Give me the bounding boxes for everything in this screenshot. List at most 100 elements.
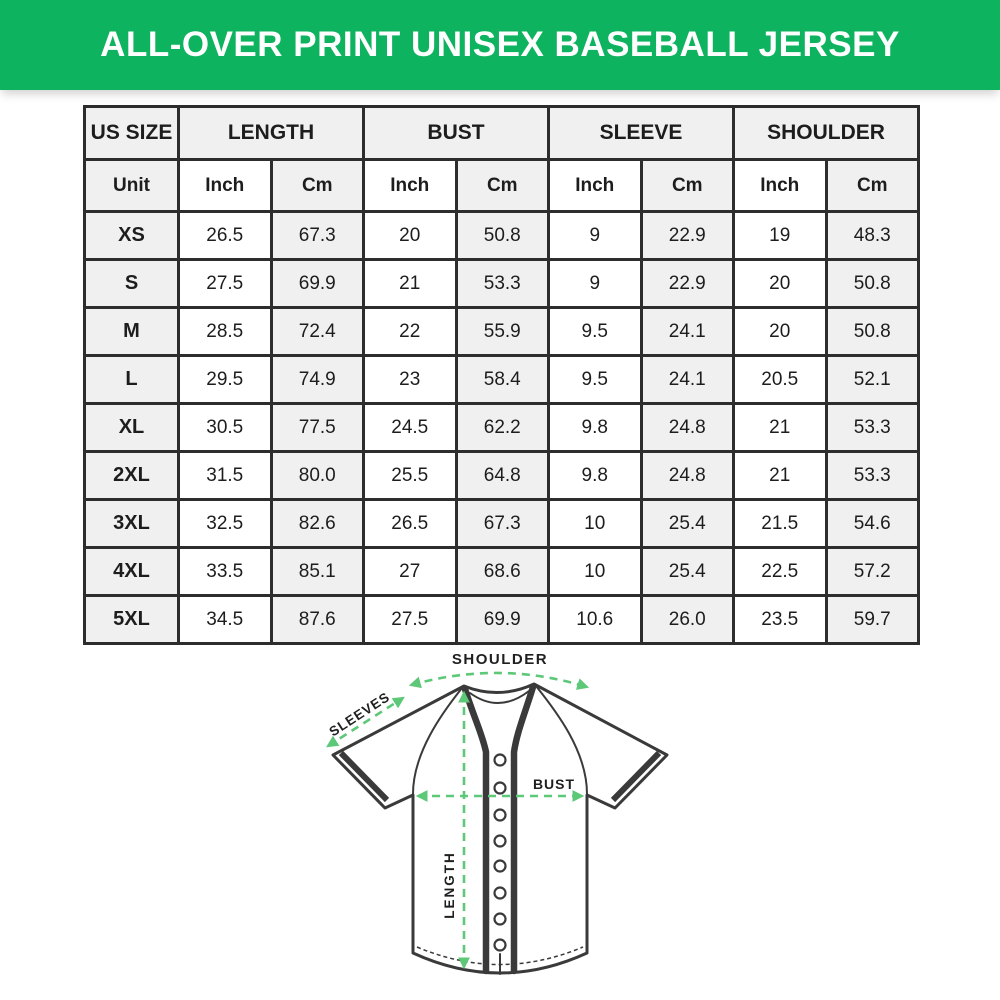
unit-cm-header: Cm <box>824 158 920 213</box>
cm-value-cell: 67.3 <box>454 498 550 549</box>
inch-value-cell: 9.5 <box>547 354 643 405</box>
jersey-diagram-svg: SHOULDER SLEEVES BUST LENGTH <box>326 651 669 975</box>
inch-value-cell: 10 <box>547 546 643 597</box>
inch-value-cell: 25.5 <box>362 450 458 501</box>
size-cell: 4XL <box>83 546 180 597</box>
cm-value-cell: 59.7 <box>824 594 920 645</box>
cm-value-cell: 25.4 <box>639 498 735 549</box>
inch-value-cell: 9 <box>547 210 643 261</box>
bust-label: BUST <box>533 776 575 792</box>
cm-value-cell: 22.9 <box>639 210 735 261</box>
inch-value-cell: 30.5 <box>177 402 273 453</box>
cm-value-cell: 24.1 <box>639 306 735 357</box>
cm-value-cell: 87.6 <box>269 594 365 645</box>
group-header-row: US SIZE LENGTH BUST SLEEVE SHOULDER <box>83 105 920 161</box>
inch-value-cell: 32.5 <box>177 498 273 549</box>
cm-value-cell: 74.9 <box>269 354 365 405</box>
inch-value-cell: 34.5 <box>177 594 273 645</box>
inch-value-cell: 20 <box>362 210 458 261</box>
size-table-body: XS 26.5 67.3 20 50.8 9 22.9 19 48.3 S 27.5 69.9 21 53… <box>83 210 920 645</box>
inch-value-cell: 24.5 <box>362 402 458 453</box>
right-cuff-band <box>610 750 662 803</box>
inch-value-cell: 22.5 <box>732 546 828 597</box>
cm-value-cell: 82.6 <box>269 498 365 549</box>
table-row: S 27.5 69.9 21 53.3 9 22.9 20 50.8 <box>83 258 920 309</box>
cm-value-cell: 54.6 <box>824 498 920 549</box>
cm-value-cell: 24.1 <box>639 354 735 405</box>
size-cell: 5XL <box>83 594 180 645</box>
length-label: LENGTH <box>442 851 457 919</box>
button <box>493 834 507 848</box>
inch-value-cell: 9.5 <box>547 306 643 357</box>
inch-value-cell: 10 <box>547 498 643 549</box>
table-header: US SIZE LENGTH BUST SLEEVE SHOULDER Unit… <box>83 105 920 213</box>
cm-value-cell: 50.8 <box>824 306 920 357</box>
inch-value-cell: 26.5 <box>362 498 458 549</box>
unit-inch-header: Inch <box>732 158 828 213</box>
cm-value-cell: 26.0 <box>639 594 735 645</box>
inch-value-cell: 21 <box>362 258 458 309</box>
table-row: 5XL 34.5 87.6 27.5 69.9 10.6 26.0 23.5 59.7 <box>83 594 920 645</box>
inch-value-cell: 31.5 <box>177 450 273 501</box>
cm-value-cell: 50.8 <box>454 210 550 261</box>
cm-value-cell: 80.0 <box>269 450 365 501</box>
unit-cm-header: Cm <box>454 158 550 213</box>
cm-value-cell: 67.3 <box>269 210 365 261</box>
cm-value-cell: 72.4 <box>269 306 365 357</box>
inch-value-cell: 9 <box>547 258 643 309</box>
button <box>493 781 507 795</box>
cm-value-cell: 55.9 <box>454 306 550 357</box>
cm-value-cell: 53.3 <box>454 258 550 309</box>
inch-value-cell: 33.5 <box>177 546 273 597</box>
cm-value-cell: 57.2 <box>824 546 920 597</box>
button <box>493 753 507 767</box>
inch-value-cell: 9.8 <box>547 402 643 453</box>
length-group-header: LENGTH <box>177 105 365 161</box>
inch-value-cell: 19 <box>732 210 828 261</box>
us-size-header: US SIZE <box>83 105 180 161</box>
unit-header-row: Unit Inch Cm Inch Cm Inch Cm Inch Cm <box>83 158 920 213</box>
left-armhole-seam <box>412 687 463 795</box>
cm-value-cell: 50.8 <box>824 258 920 309</box>
unit-inch-header: Inch <box>547 158 643 213</box>
bust-group-header: BUST <box>362 105 550 161</box>
size-cell: M <box>83 306 180 357</box>
inch-value-cell: 21 <box>732 402 828 453</box>
page-title: ALL-OVER PRINT UNISEX BASEBALL JERSEY <box>100 25 900 64</box>
cm-value-cell: 53.3 <box>824 450 920 501</box>
cm-value-cell: 77.5 <box>269 402 365 453</box>
hem-stitch-line <box>416 946 584 966</box>
cm-value-cell: 58.4 <box>454 354 550 405</box>
table-row: 2XL 31.5 80.0 25.5 64.8 9.8 24.8 21 53.3 <box>83 450 920 501</box>
inch-value-cell: 23 <box>362 354 458 405</box>
cm-value-cell: 22.9 <box>639 258 735 309</box>
inch-value-cell: 10.6 <box>547 594 643 645</box>
inch-value-cell: 9.8 <box>547 450 643 501</box>
cm-value-cell: 25.4 <box>639 546 735 597</box>
inch-value-cell: 20 <box>732 306 828 357</box>
unit-inch-header: Inch <box>362 158 458 213</box>
cm-value-cell: 53.3 <box>824 402 920 453</box>
inch-value-cell: 20 <box>732 258 828 309</box>
inch-value-cell: 22 <box>362 306 458 357</box>
cm-value-cell: 69.9 <box>269 258 365 309</box>
size-cell: XL <box>83 402 180 453</box>
size-cell: XS <box>83 210 180 261</box>
shoulder-label: SHOULDER <box>452 651 548 668</box>
shoulder-group-header: SHOULDER <box>732 105 920 161</box>
button <box>493 912 507 926</box>
unit-cm-header: Cm <box>639 158 735 213</box>
right-placket-trim <box>510 683 537 975</box>
size-chart-table: US SIZE LENGTH BUST SLEEVE SHOULDER Unit… <box>83 105 920 645</box>
inch-value-cell: 20.5 <box>732 354 828 405</box>
button <box>493 886 507 900</box>
cm-value-cell: 64.8 <box>454 450 550 501</box>
inch-value-cell: 27.5 <box>362 594 458 645</box>
inch-value-cell: 26.5 <box>177 210 273 261</box>
inch-value-cell: 27 <box>362 546 458 597</box>
right-armhole-seam <box>535 685 588 795</box>
size-cell: S <box>83 258 180 309</box>
jersey-body-outline <box>331 682 669 975</box>
inch-value-cell: 21 <box>732 450 828 501</box>
shoulder-measure-arrow <box>408 671 590 690</box>
